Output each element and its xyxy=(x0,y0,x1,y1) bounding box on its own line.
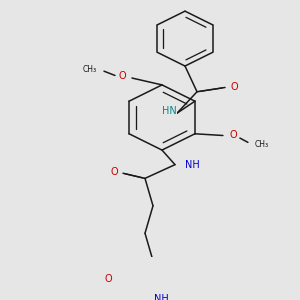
Text: O: O xyxy=(229,130,237,140)
Text: O: O xyxy=(118,71,126,81)
Text: NH: NH xyxy=(154,294,169,300)
Text: CH₃: CH₃ xyxy=(255,140,269,148)
Text: O: O xyxy=(104,274,112,284)
Text: O: O xyxy=(230,82,238,92)
Text: HN: HN xyxy=(162,106,176,116)
Text: NH: NH xyxy=(185,160,200,170)
Text: O: O xyxy=(110,167,118,176)
Text: CH₃: CH₃ xyxy=(83,65,97,74)
